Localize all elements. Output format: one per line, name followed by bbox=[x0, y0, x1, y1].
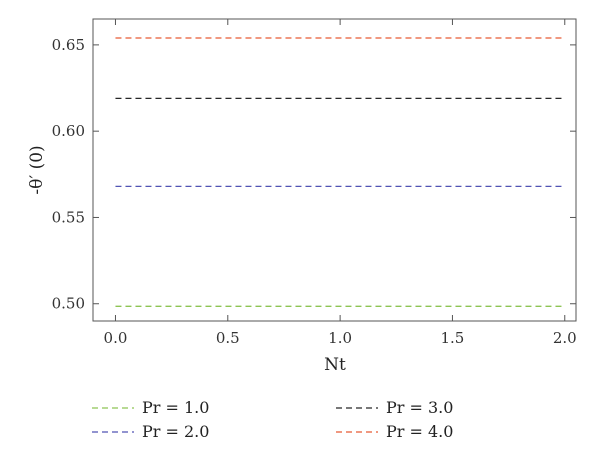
legend-label: Pr = 2.0 bbox=[142, 422, 209, 441]
y-axis-title: -θ′ (0) bbox=[27, 145, 47, 194]
x-axis-title: Nt bbox=[324, 355, 346, 375]
y-axis: 0.50 0.55 0.60 0.65 bbox=[52, 36, 576, 313]
series-layer bbox=[115, 37, 565, 307]
x-tick-label: 1.5 bbox=[441, 329, 465, 347]
y-tick-label: 0.65 bbox=[52, 36, 85, 54]
y-tick-label: 0.55 bbox=[52, 208, 85, 226]
legend-label: Pr = 4.0 bbox=[386, 422, 453, 441]
y-tick-label: 0.50 bbox=[52, 295, 85, 313]
x-tick-label: 1.0 bbox=[328, 329, 352, 347]
x-tick-label: 0.5 bbox=[216, 329, 240, 347]
y-tick-label: 0.60 bbox=[52, 122, 85, 140]
x-tick-label: 0.0 bbox=[104, 329, 128, 347]
legend-label: Pr = 1.0 bbox=[142, 398, 209, 417]
x-tick-label: 2.0 bbox=[553, 329, 577, 347]
x-axis: 0.0 0.5 1.0 1.5 2.0 bbox=[104, 19, 577, 347]
legend-label: Pr = 3.0 bbox=[386, 398, 453, 417]
plot-frame bbox=[92, 18, 577, 322]
legend: Pr = 1.0 Pr = 3.0 Pr = 2.0 Pr = 4.0 bbox=[92, 398, 453, 441]
